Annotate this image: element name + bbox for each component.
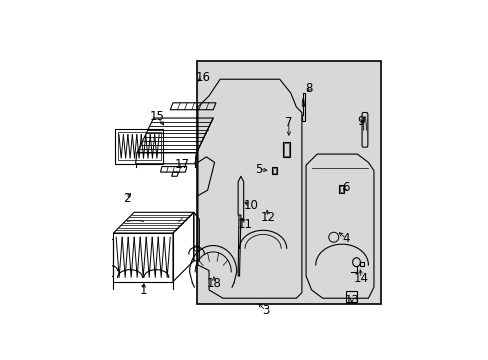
Text: 5: 5 [254, 163, 262, 176]
Text: 13: 13 [344, 294, 359, 307]
Text: 10: 10 [243, 199, 258, 212]
Text: 7: 7 [285, 116, 292, 129]
Text: 14: 14 [353, 272, 367, 285]
Text: 18: 18 [206, 277, 221, 290]
Text: 17: 17 [174, 158, 189, 171]
Bar [346, 291, 357, 302]
Bar [339, 186, 342, 192]
Bar [117, 132, 160, 161]
Bar [115, 129, 163, 164]
Text: 11: 11 [238, 218, 253, 231]
Text: 2: 2 [122, 193, 130, 206]
Text: 9: 9 [356, 115, 364, 128]
Bar [272, 168, 276, 173]
Bar [196, 61, 380, 304]
Text: 12: 12 [260, 211, 275, 224]
Text: 15: 15 [149, 110, 164, 123]
Text: 3: 3 [262, 304, 269, 317]
Bar [284, 143, 288, 156]
Bar [359, 262, 364, 266]
Bar [283, 141, 290, 157]
Bar [271, 167, 276, 174]
Text: 1: 1 [140, 284, 147, 297]
Bar [338, 185, 343, 193]
Text: 6: 6 [342, 181, 349, 194]
Text: 4: 4 [342, 232, 349, 245]
Text: 8: 8 [305, 82, 312, 95]
Text: 16: 16 [195, 71, 210, 84]
